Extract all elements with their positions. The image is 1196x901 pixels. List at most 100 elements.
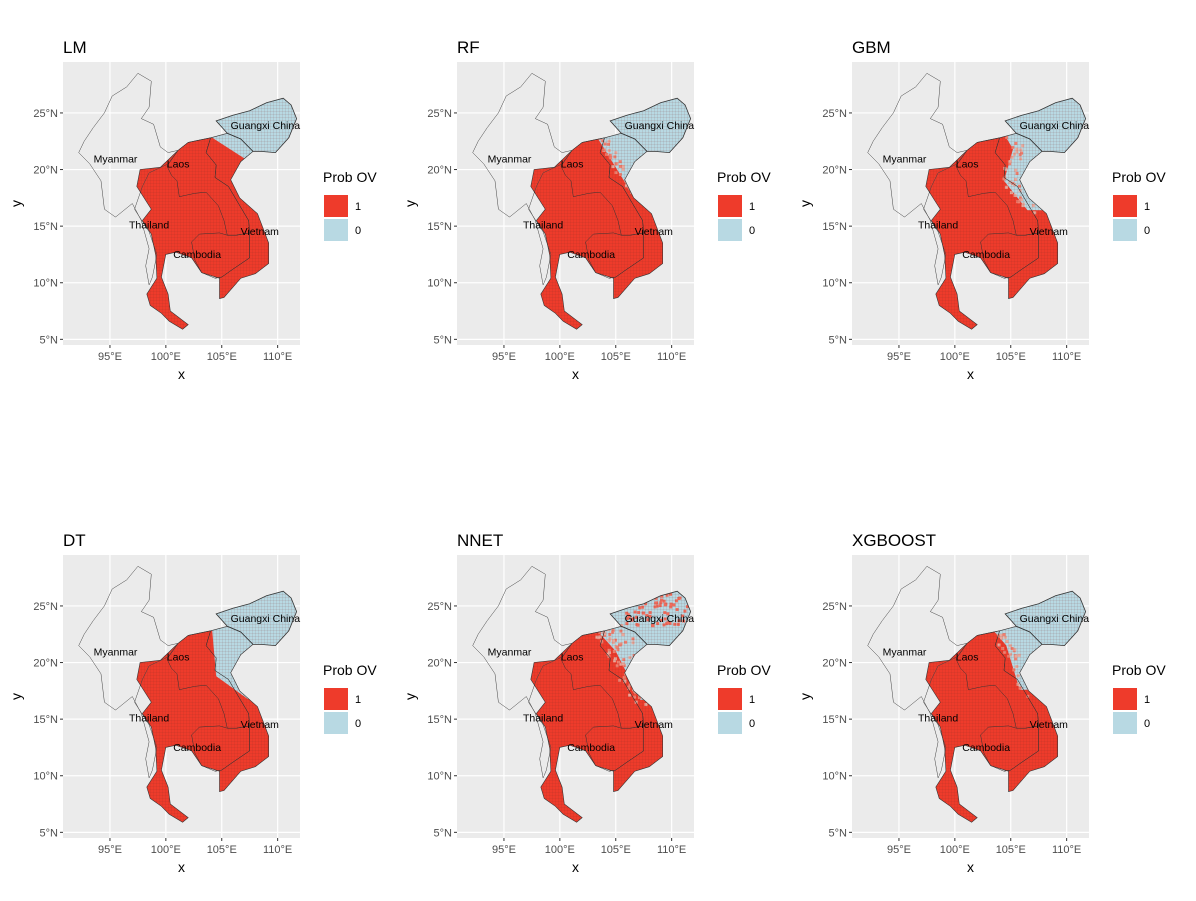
legend-swatch-1 (718, 195, 742, 217)
legend-label-0: 0 (749, 718, 755, 730)
x-tick-label: 95°E (98, 351, 122, 363)
place-label-laos: Laos (167, 158, 190, 170)
place-label-myanmar: Myanmar (94, 154, 138, 166)
x-tick-label: 95°E (492, 351, 516, 363)
place-label-guangxi-china: Guangxi China (231, 613, 301, 625)
legend-label-1: 1 (355, 694, 361, 706)
place-label-myanmar: Myanmar (488, 647, 532, 659)
x-axis-label: x (572, 859, 579, 875)
myanmar-outline (867, 72, 968, 286)
y-tick-label: 25°N (33, 108, 58, 120)
y-tick-label: 5°N (40, 827, 59, 839)
place-label-vietnam: Vietnam (1030, 719, 1069, 731)
mainland-outline (925, 625, 1058, 823)
x-tick-label: 100°E (151, 844, 181, 856)
guangxi-outline (1004, 97, 1087, 154)
legend-label-0: 0 (749, 225, 755, 237)
place-label-myanmar: Myanmar (488, 154, 532, 166)
x-axis-label: x (967, 366, 974, 382)
y-axis-label: y (8, 200, 24, 207)
legend: Prob OV 1 0 (323, 662, 377, 734)
guangxi-outline (609, 590, 692, 647)
place-label-vietnam: Vietnam (635, 226, 674, 238)
legend-title: Prob OV (323, 662, 377, 678)
x-tick-label: 100°E (545, 844, 575, 856)
place-label-myanmar: Myanmar (883, 647, 927, 659)
place-label-laos: Laos (956, 651, 979, 663)
map-panel-gbm: GBM Myanmar Laos Guangxi China Thailand Vietn… (797, 38, 1166, 382)
place-label-thailand: Thailand (523, 219, 563, 231)
myanmar-outline (78, 72, 179, 286)
place-label-thailand: Thailand (523, 712, 563, 724)
panel-title: XGBOOST (852, 531, 936, 550)
vietnam-border (994, 630, 1039, 772)
place-label-myanmar: Myanmar (94, 647, 138, 659)
place-label-cambodia: Cambodia (962, 249, 1010, 261)
x-tick-label: 100°E (545, 351, 575, 363)
x-tick-label: 105°E (207, 351, 237, 363)
legend-title: Prob OV (1112, 169, 1166, 185)
legend: Prob OV 1 0 (717, 662, 771, 734)
legend-label-1: 1 (749, 694, 755, 706)
x-tick-label: 100°E (151, 351, 181, 363)
legend-swatch-0 (324, 712, 348, 734)
place-label-cambodia: Cambodia (173, 249, 221, 261)
y-axis-label: y (797, 693, 813, 700)
y-tick-label: 5°N (829, 334, 848, 346)
place-label-cambodia: Cambodia (567, 249, 615, 261)
legend-swatch-1 (324, 195, 348, 217)
y-tick-label: 25°N (427, 601, 452, 613)
y-tick-label: 15°N (33, 714, 58, 726)
panel-title: NNET (457, 531, 503, 550)
y-tick-label: 25°N (427, 108, 452, 120)
y-tick-label: 15°N (33, 221, 58, 233)
legend: Prob OV 1 0 (1112, 169, 1166, 241)
x-tick-label: 105°E (996, 844, 1026, 856)
myanmar-outline (867, 565, 968, 779)
place-label-guangxi-china: Guangxi China (1020, 120, 1090, 132)
y-tick-label: 10°N (822, 278, 847, 290)
myanmar-outline (78, 565, 179, 779)
y-tick-label: 25°N (822, 108, 847, 120)
panel-title: RF (457, 38, 480, 57)
legend-swatch-0 (1113, 712, 1137, 734)
legend-swatch-0 (718, 219, 742, 241)
legend-swatch-1 (324, 688, 348, 710)
legend-label-1: 1 (1144, 694, 1150, 706)
legend-title: Prob OV (717, 662, 771, 678)
place-label-guangxi-china: Guangxi China (1020, 613, 1090, 625)
legend-label-0: 0 (1144, 225, 1150, 237)
legend-label-0: 0 (355, 718, 361, 730)
guangxi-outline (215, 590, 298, 647)
legend-title: Prob OV (1112, 662, 1166, 678)
legend-swatch-0 (718, 712, 742, 734)
legend-title: Prob OV (717, 169, 771, 185)
mainland-outline (136, 625, 270, 823)
x-tick-label: 105°E (601, 844, 631, 856)
legend-title: Prob OV (323, 169, 377, 185)
legend-swatch-1 (718, 688, 742, 710)
x-tick-label: 100°E (940, 351, 970, 363)
legend-swatch-1 (1113, 688, 1137, 710)
y-tick-label: 20°N (33, 658, 58, 670)
legend-swatch-0 (1113, 219, 1137, 241)
legend: Prob OV 1 0 (323, 169, 377, 241)
legend-swatch-0 (324, 219, 348, 241)
legend-label-1: 1 (749, 201, 755, 213)
place-label-laos: Laos (167, 651, 190, 663)
vietnam-border (599, 630, 644, 772)
y-tick-label: 20°N (427, 658, 452, 670)
place-label-laos: Laos (956, 158, 979, 170)
map-panel-dt: DT Myanmar Laos Guangxi China Thailand Vietna… (8, 531, 377, 875)
y-tick-label: 20°N (822, 658, 847, 670)
legend-label-0: 0 (355, 225, 361, 237)
x-tick-label: 105°E (996, 351, 1026, 363)
place-label-cambodia: Cambodia (567, 742, 615, 754)
x-axis-label: x (967, 859, 974, 875)
y-axis-label: y (402, 200, 418, 207)
place-label-laos: Laos (561, 651, 584, 663)
y-tick-label: 10°N (822, 771, 847, 783)
x-tick-label: 110°E (657, 351, 686, 363)
x-tick-label: 95°E (887, 844, 911, 856)
